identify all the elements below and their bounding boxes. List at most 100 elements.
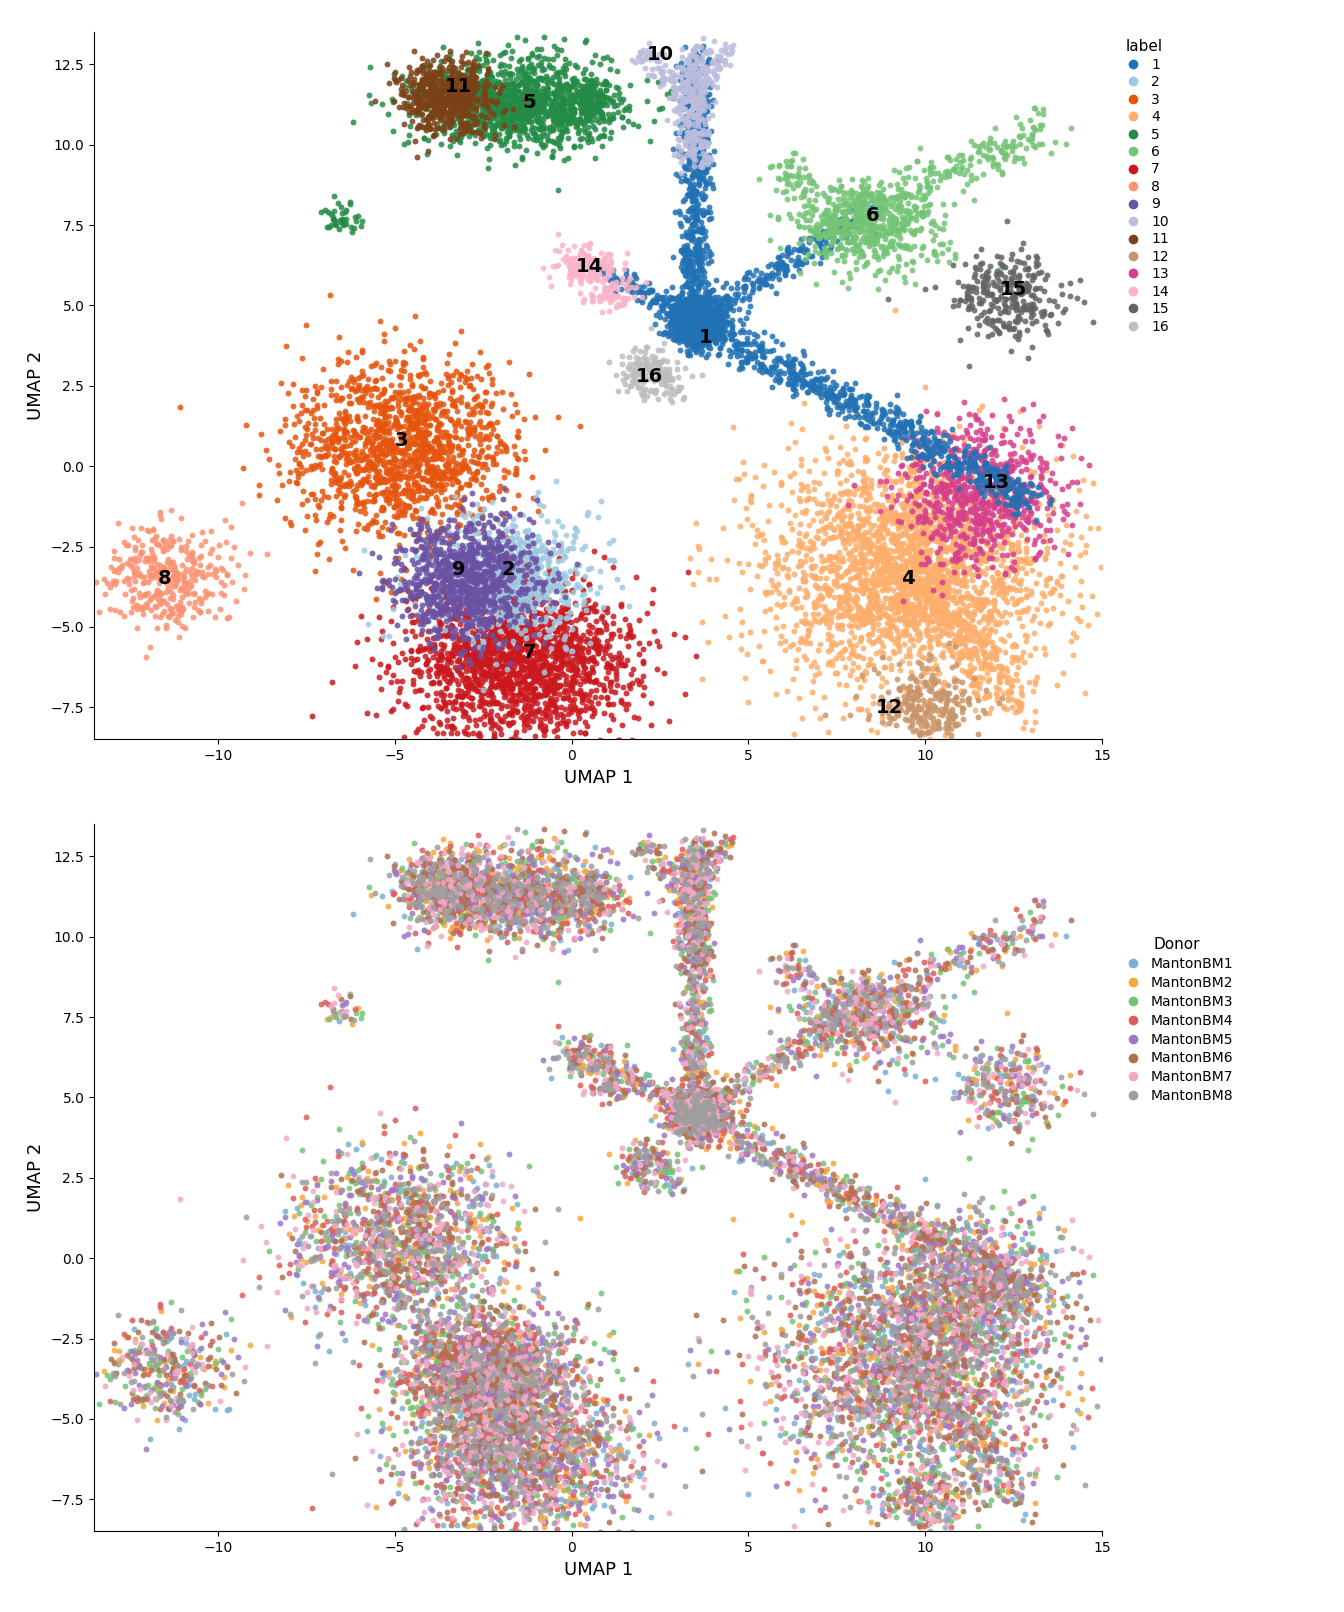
MantonBM7 [559,1391,581,1417]
MantonBM6 [684,1085,706,1111]
MantonBM8 [492,1383,513,1409]
MantonBM8 [442,1351,464,1377]
MantonBM4 [516,1402,538,1428]
Point [829,231,851,256]
Point [672,305,694,330]
MantonBM7 [837,1067,859,1093]
MantonBM7 [774,1338,796,1364]
MantonBM7 [1066,1417,1087,1443]
MantonBM3 [694,895,715,920]
Point [911,634,933,659]
Point [989,451,1011,477]
Point [437,646,458,672]
MantonBM6 [746,1315,767,1341]
Point [989,469,1011,495]
MantonBM8 [582,872,603,898]
MantonBM6 [691,851,712,877]
MantonBM1 [905,1275,926,1301]
Point [457,66,478,92]
Point [966,556,988,582]
Point [964,453,985,479]
Point [437,450,458,476]
Point [484,92,505,118]
Point [444,98,465,124]
Point [899,526,921,551]
Point [872,634,894,659]
Point [996,658,1017,683]
MantonBM3 [300,1193,321,1219]
Point [1007,490,1028,516]
MantonBM8 [823,1016,844,1041]
Point [774,629,796,654]
Point [478,646,500,672]
MantonBM6 [547,851,569,877]
MantonBM5 [926,1254,948,1280]
Point [679,329,700,355]
MantonBM3 [688,1091,710,1117]
MantonBM4 [434,1351,456,1377]
Point [1013,276,1035,301]
MantonBM6 [470,1444,492,1470]
MantonBM7 [438,1449,460,1475]
MantonBM5 [190,1391,211,1417]
Point [423,614,445,640]
MantonBM8 [692,1095,714,1120]
Point [853,469,875,495]
Point [667,308,688,334]
MantonBM6 [343,1235,364,1261]
Point [398,596,419,622]
MantonBM4 [907,1472,929,1498]
Point [672,93,694,119]
Point [689,76,711,102]
Point [422,669,444,695]
Point [589,90,610,116]
Point [491,534,512,559]
MantonBM1 [891,1323,913,1349]
MantonBM5 [679,1114,700,1140]
MantonBM4 [460,1323,481,1349]
MantonBM8 [427,1236,449,1262]
Point [855,426,876,451]
MantonBM8 [968,1082,989,1107]
Point [484,595,505,621]
MantonBM7 [774,1428,796,1454]
MantonBM3 [1000,1199,1021,1225]
Point [516,588,538,614]
MantonBM7 [878,993,899,1019]
Point [925,496,946,522]
Point [118,532,140,558]
Point [939,604,961,630]
MantonBM7 [677,838,699,864]
Point [773,251,794,277]
Point [797,240,818,266]
MantonBM5 [477,1365,499,1391]
MantonBM6 [716,1090,738,1116]
Point [488,517,509,543]
Point [843,214,864,240]
MantonBM1 [919,983,941,1009]
MantonBM2 [532,904,554,930]
MantonBM8 [538,1454,559,1480]
Point [448,432,469,458]
Point [691,329,712,355]
Point [813,235,835,261]
Point [444,582,465,608]
Point [762,355,784,380]
MantonBM2 [973,1290,995,1315]
Point [663,326,684,351]
MantonBM6 [683,830,704,856]
Point [660,376,681,401]
Point [925,693,946,719]
MantonBM2 [792,1209,813,1235]
MantonBM8 [976,1074,997,1099]
MantonBM5 [171,1328,192,1354]
Point [431,69,453,95]
MantonBM4 [694,1101,715,1127]
Point [441,663,462,688]
Point [995,501,1016,527]
MantonBM2 [816,1156,837,1182]
MantonBM2 [625,1143,646,1169]
Point [679,305,700,330]
Point [574,92,595,118]
Point [747,274,769,300]
